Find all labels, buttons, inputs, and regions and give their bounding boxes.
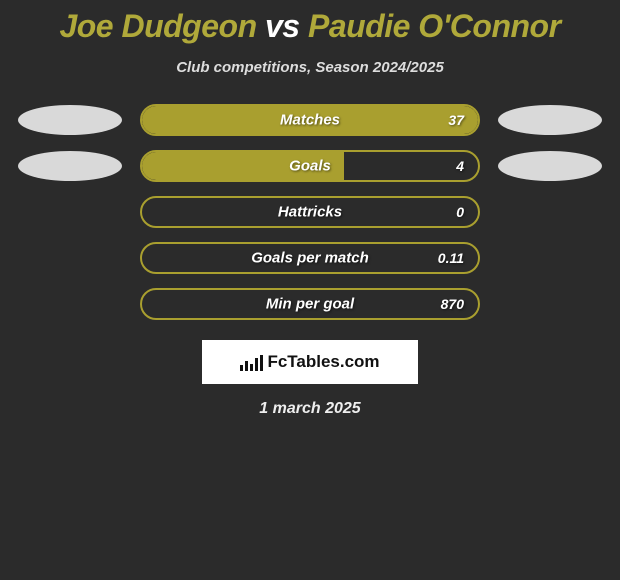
stat-row: Goals 4 [0, 150, 620, 182]
stat-row: Matches 37 [0, 104, 620, 136]
comparison-widget: Joe Dudgeon vs Paudie O'Connor Club comp… [0, 0, 620, 418]
player2-ellipse [498, 105, 602, 135]
player2-ellipse [498, 151, 602, 181]
brand-text: FcTables.com [267, 352, 379, 372]
stat-label: Matches [280, 112, 340, 129]
stat-row: Goals per match 0.11 [0, 242, 620, 274]
page-title: Joe Dudgeon vs Paudie O'Connor [59, 8, 560, 45]
stat-label: Hattricks [278, 204, 342, 221]
stat-label: Min per goal [266, 296, 354, 313]
stat-row: Hattricks 0 [0, 196, 620, 228]
player2-name: Paudie O'Connor [308, 8, 561, 44]
subtitle: Club competitions, Season 2024/2025 [176, 59, 444, 76]
brand-icon-bar [255, 358, 258, 371]
brand-box[interactable]: FcTables.com [202, 340, 418, 384]
player1-ellipse [18, 151, 122, 181]
brand-icon-bar [245, 361, 248, 371]
stat-row: Min per goal 870 [0, 288, 620, 320]
stat-label: Goals [289, 158, 331, 175]
stat-bar: Hattricks 0 [140, 196, 480, 228]
stat-value: 37 [448, 112, 464, 128]
bar-chart-icon [240, 353, 263, 371]
stat-bar: Min per goal 870 [140, 288, 480, 320]
stat-bar: Matches 37 [140, 104, 480, 136]
stat-bar: Goals per match 0.11 [140, 242, 480, 274]
footer-date: 1 march 2025 [259, 400, 360, 418]
stat-bar: Goals 4 [140, 150, 480, 182]
stat-value: 0 [456, 204, 464, 220]
stats-block: Matches 37 Goals 4 Hattricks 0 Goals per match… [0, 104, 620, 320]
stat-value: 4 [456, 158, 464, 174]
brand-icon-bar [250, 364, 253, 371]
vs-text: vs [265, 8, 300, 44]
stat-value: 870 [441, 296, 464, 312]
stat-value: 0.11 [438, 250, 464, 266]
stat-label: Goals per match [251, 250, 369, 267]
brand-icon-bar [260, 355, 263, 371]
brand-icon-bar [240, 365, 243, 371]
player1-name: Joe Dudgeon [59, 8, 256, 44]
player1-ellipse [18, 105, 122, 135]
